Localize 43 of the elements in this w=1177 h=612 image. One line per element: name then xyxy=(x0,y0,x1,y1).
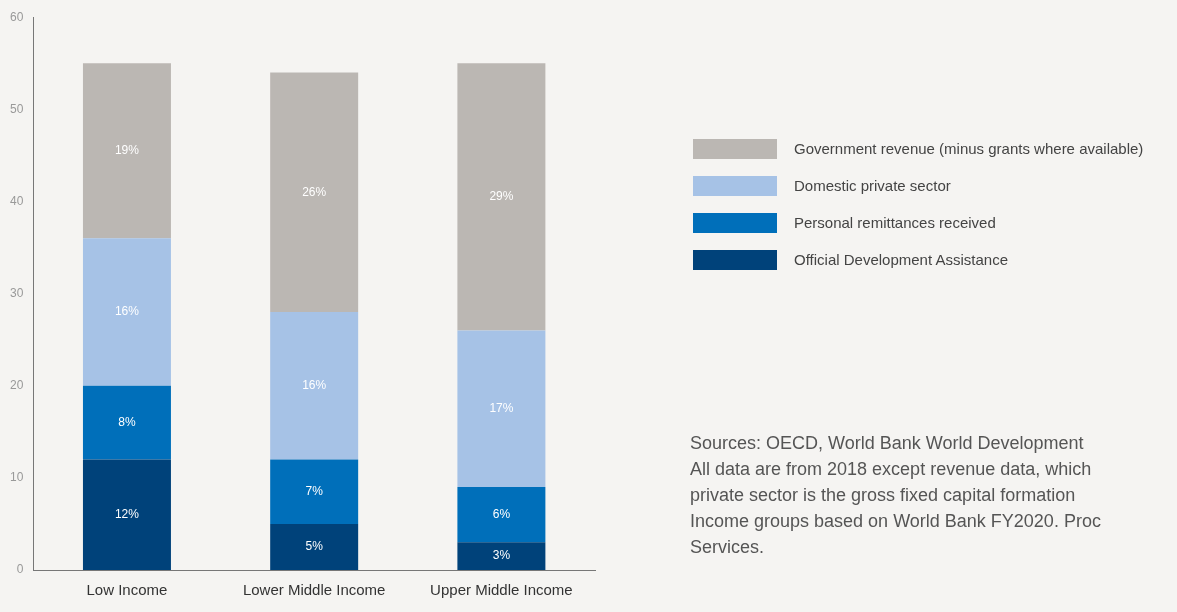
bar xyxy=(457,330,546,488)
data-label: 17% xyxy=(489,401,514,416)
y-tick-label: 10 xyxy=(9,470,24,485)
bar xyxy=(270,312,359,460)
data-label: 16% xyxy=(114,304,140,319)
text: Services. xyxy=(690,536,766,559)
text: Personal remittances received xyxy=(794,214,996,231)
bar xyxy=(82,63,171,239)
bar xyxy=(270,459,359,524)
data-label: 8% xyxy=(118,414,136,429)
data-label: 16% xyxy=(302,378,327,393)
bar xyxy=(457,487,546,543)
y-tick-label: 20 xyxy=(9,378,24,393)
bar xyxy=(82,238,171,386)
text: Official Development Assistance xyxy=(794,251,1008,268)
x-tick-label: Upper Middle Income xyxy=(430,581,573,599)
y-tick-label: 40 xyxy=(9,193,24,208)
data-label: 29% xyxy=(489,189,514,204)
bar xyxy=(457,63,546,331)
data-label: 6% xyxy=(492,507,511,522)
text: private sector is the gross fixed capital formation xyxy=(690,484,1077,507)
data-label: 3% xyxy=(492,548,511,563)
y-tick-label: 60 xyxy=(9,9,24,24)
bar xyxy=(270,523,359,570)
y-tick-label: 0 xyxy=(16,562,24,577)
data-label: 5% xyxy=(305,539,324,554)
bar xyxy=(82,459,171,570)
y-tick-label: 50 xyxy=(9,101,24,116)
data-label: 26% xyxy=(302,184,327,199)
source-note: Sources: OECD, World Bank World Development xyxy=(690,432,1085,455)
text: Domestic private sector xyxy=(794,177,951,194)
data-label: 7% xyxy=(305,484,324,498)
text: All data are from 2018 except revenue data, which xyxy=(690,458,1093,481)
bar xyxy=(457,542,546,570)
data-label: 19% xyxy=(114,143,140,158)
bar xyxy=(270,72,359,313)
x-tick-label: Low Income xyxy=(86,581,168,599)
bar xyxy=(82,385,171,460)
data-label: 12% xyxy=(114,507,140,522)
text: Government revenue (minus grants where available) xyxy=(794,140,1144,157)
text: Income groups based on World Bank FY2020. Proc xyxy=(690,510,1101,533)
y-tick-label: 30 xyxy=(9,285,24,300)
x-tick-label: Lower Middle Income xyxy=(242,581,386,599)
